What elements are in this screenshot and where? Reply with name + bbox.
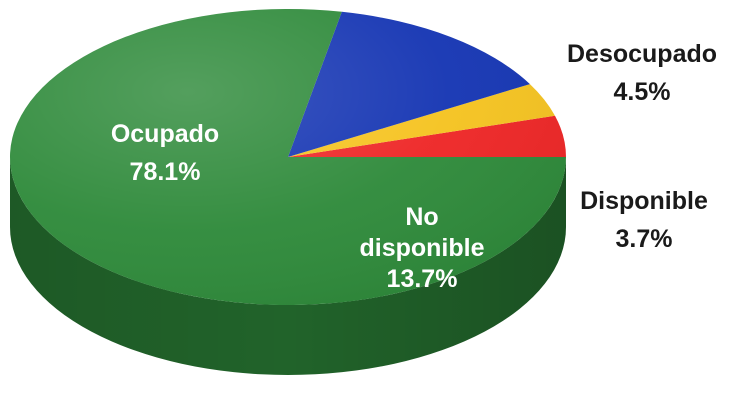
slice-name-label: Desocupado [567, 40, 717, 68]
pie-labels: Desocupado 4.5% Disponible 3.7% No disponible… [111, 40, 717, 293]
slice-name-label: Disponible [580, 187, 708, 215]
data-label-no-disponible: No disponible 13.7% [360, 203, 485, 293]
data-label-ocupado: Ocupado 78.1% [111, 120, 219, 186]
pie-gloss [10, 9, 566, 305]
slice-value-label: 13.7% [387, 265, 458, 293]
slice-value-label: 3.7% [616, 225, 673, 253]
data-label-desocupado: Desocupado 4.5% [567, 40, 717, 106]
slice-side-shading [10, 157, 566, 375]
slice-name-label: disponible [360, 234, 485, 262]
data-label-disponible: Disponible 3.7% [580, 187, 708, 253]
slice-value-label: 4.5% [614, 78, 671, 106]
slice-value-label: 78.1% [130, 158, 201, 186]
slice-name-label: Ocupado [111, 120, 219, 148]
slice-name-label: No [405, 203, 438, 231]
pie-sides [10, 157, 566, 375]
pie-slices [9, 8, 566, 305]
